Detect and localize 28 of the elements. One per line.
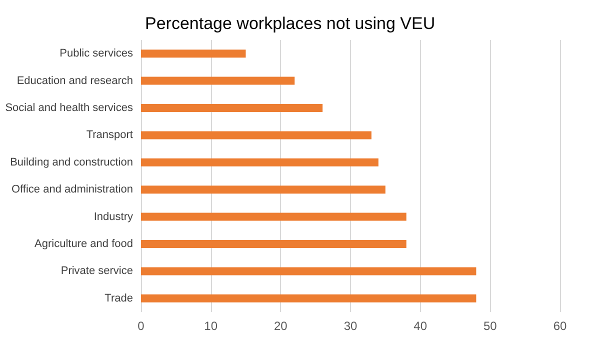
x-tick-label: 60 bbox=[553, 319, 567, 333]
y-tick-label: Social and health services bbox=[5, 102, 134, 114]
x-tick-label: 0 bbox=[138, 319, 145, 333]
bar bbox=[141, 131, 372, 140]
y-tick-label: Private service bbox=[60, 265, 133, 278]
bar bbox=[141, 267, 476, 276]
bar bbox=[141, 212, 406, 221]
bar bbox=[141, 158, 378, 166]
y-tick-label: Trade bbox=[104, 292, 133, 304]
y-tick-label: Transport bbox=[86, 129, 133, 142]
y-tick-label: Office and administration bbox=[12, 184, 133, 196]
bar bbox=[141, 50, 246, 58]
y-tick-label: Industry bbox=[94, 210, 134, 223]
bar bbox=[141, 104, 323, 112]
x-tick-label: 30 bbox=[344, 319, 358, 333]
bar bbox=[141, 186, 386, 194]
x-tick-label: 10 bbox=[204, 319, 218, 333]
y-tick-label: Building and construction bbox=[10, 156, 133, 168]
bar bbox=[141, 240, 406, 248]
y-tick-label: Public services bbox=[60, 48, 134, 60]
y-tick-label: Education and research bbox=[16, 74, 133, 87]
x-tick-label: 40 bbox=[414, 319, 428, 333]
y-tick-label: Agriculture and food bbox=[34, 238, 133, 250]
bar bbox=[141, 294, 476, 302]
x-tick-label: 20 bbox=[274, 319, 288, 333]
x-tick-label: 50 bbox=[483, 319, 498, 333]
chart-title: Percentage workplaces not using VEU bbox=[145, 14, 436, 33]
bar bbox=[141, 76, 295, 85]
